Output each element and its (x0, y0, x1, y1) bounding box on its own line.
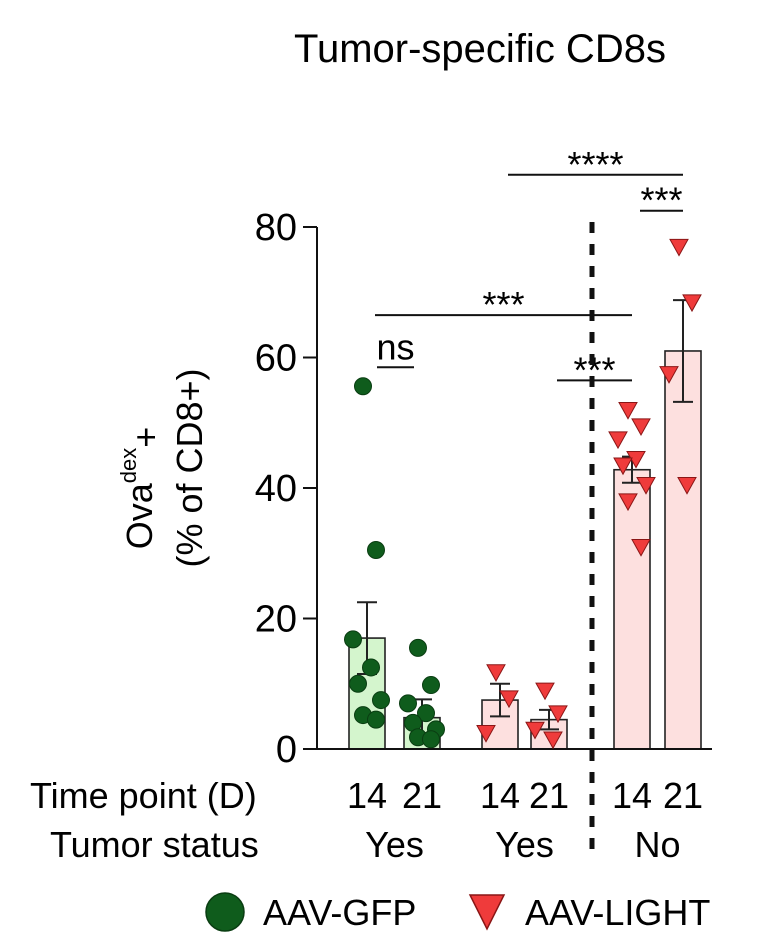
data-point (367, 540, 385, 559)
legend: AAV-GFP AAV-LIGHT (205, 892, 710, 933)
significance-label: *** (640, 180, 682, 221)
y-axis-label-main: Ova (119, 482, 160, 549)
y-axis-label-sub: + (125, 427, 166, 448)
data-point (417, 704, 435, 723)
chart-title: Tumor-specific CD8s (294, 27, 666, 71)
data-point (372, 691, 390, 710)
time-point-label: 21 (529, 775, 569, 816)
significance-label: *** (482, 284, 524, 325)
y-tick-label: 20 (255, 599, 297, 641)
data-point (659, 366, 679, 384)
data-point (618, 493, 638, 512)
data-point (613, 457, 633, 476)
data-point (499, 690, 519, 709)
legend-label: AAV-GFP (263, 892, 416, 933)
time-point-label: 14 (612, 775, 652, 816)
data-point (354, 377, 372, 396)
data-point (631, 418, 651, 437)
data-point (618, 402, 638, 420)
data-point (362, 658, 380, 677)
data-point (422, 676, 440, 695)
legend-marker-triangle (468, 894, 506, 931)
data-point (486, 664, 506, 683)
tumor-status-label: No (634, 824, 680, 865)
data-point (422, 730, 440, 749)
data-point (344, 630, 362, 649)
data-point (525, 721, 545, 740)
time-point-label: 14 (480, 775, 520, 816)
row-label-tumor-status: Tumor status (50, 824, 259, 865)
data-point (669, 238, 689, 257)
significance-label: ns (376, 326, 414, 367)
data-point (543, 731, 563, 750)
tumor-status-label: Yes (365, 824, 424, 865)
data-point (636, 477, 656, 495)
bar (613, 468, 651, 750)
y-axis-label: Ovadex+ (116, 427, 166, 550)
significance-label: **** (567, 144, 623, 185)
bar (664, 350, 702, 750)
data-point (476, 724, 496, 743)
legend-marker-circle (205, 892, 245, 932)
data-point (399, 694, 417, 713)
data-point (631, 539, 651, 557)
data-point (367, 710, 385, 729)
time-point-label: 14 (347, 775, 387, 816)
y-axis: 0 20 40 60 80 (255, 207, 712, 771)
data-point (682, 294, 702, 313)
significance-layer: **********ns*** (375, 144, 683, 390)
legend-label: AAV-LIGHT (525, 892, 710, 933)
y-tick-label: 0 (276, 729, 297, 771)
y-axis-label-line2: (% of CD8+) (169, 368, 210, 567)
data-point (535, 682, 555, 701)
points-layer (344, 238, 702, 750)
y-tick-label: 80 (255, 207, 297, 249)
y-tick-label: 60 (255, 338, 297, 380)
time-point-label: 21 (402, 775, 442, 816)
y-axis-label-sup: dex (116, 448, 141, 483)
tumor-status-label: Yes (495, 824, 554, 865)
row-label-time: Time point (D) (30, 775, 257, 816)
y-tick-label: 40 (255, 468, 297, 510)
data-point (548, 705, 568, 724)
data-point (677, 477, 697, 495)
data-point (409, 638, 427, 657)
data-point (349, 674, 367, 693)
time-point-label: 21 (663, 775, 703, 816)
data-point (608, 431, 628, 450)
